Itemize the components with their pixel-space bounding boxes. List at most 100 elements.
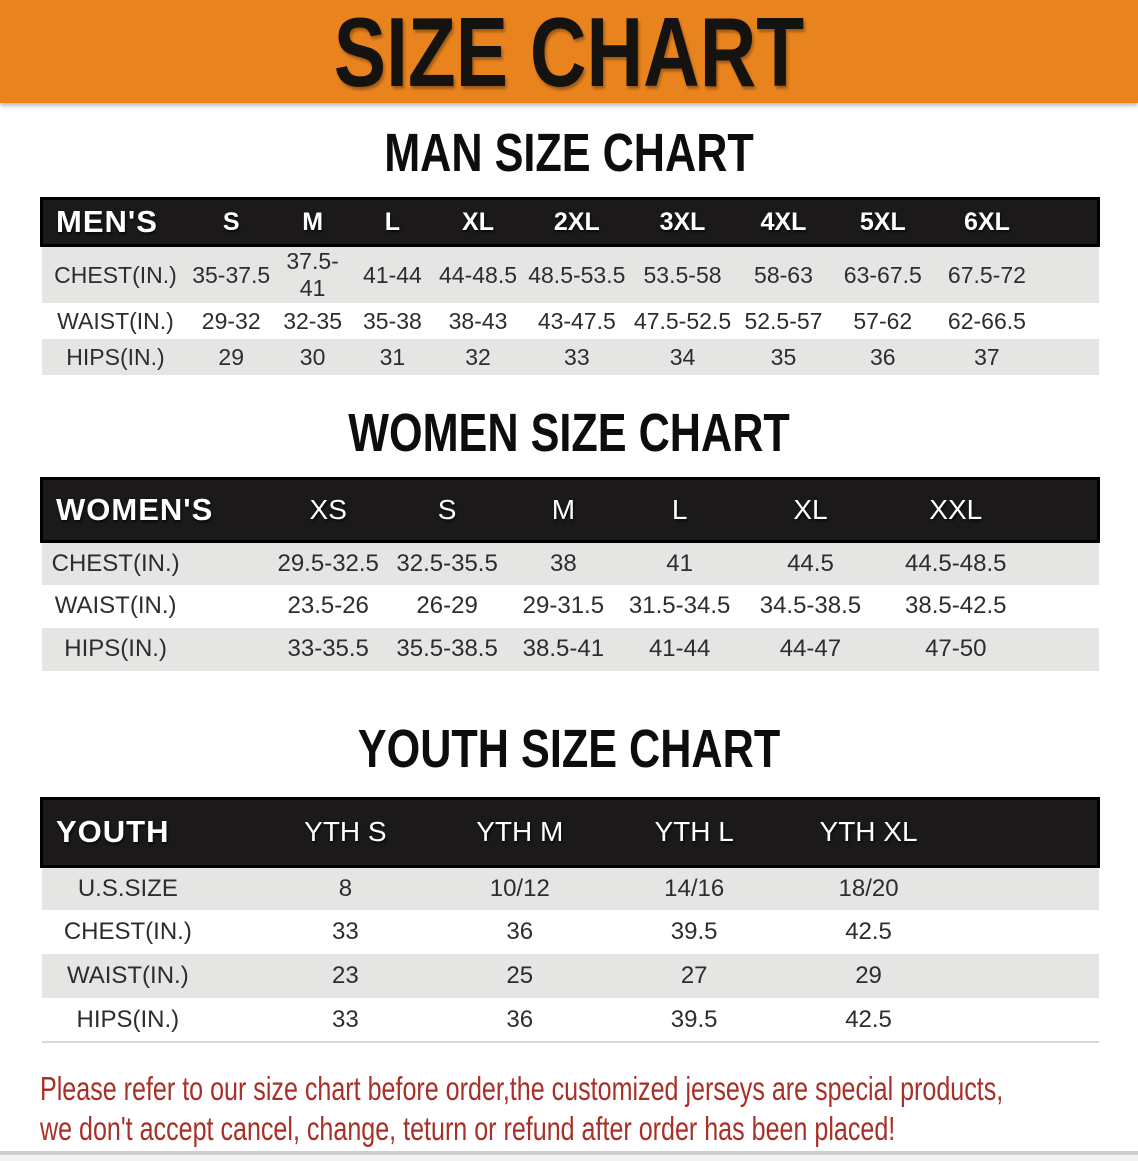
women-size-col: S (387, 477, 507, 543)
men-size-col: 3XL (630, 197, 735, 247)
cell: 25 (506, 962, 534, 989)
women-size-col: XS (268, 477, 388, 543)
cell: 47-50 (925, 635, 987, 662)
women-hips-row: HIPS(IN.) 33-35.5 35.5-38.5 38.5-41 41-4… (41, 627, 1099, 671)
men-size-col: 6XL (933, 197, 1041, 247)
cell: 31 (379, 343, 406, 370)
cell: 35-37.5 (189, 244, 273, 303)
cell: 44-47 (779, 635, 842, 662)
cell: 39.5 (670, 918, 718, 945)
women-table-header-row: WOMEN'S XS S M L XL XXL (39, 477, 1100, 543)
youth-size-col: YTH S (258, 796, 433, 868)
cell: 41-44 (648, 635, 711, 662)
men-size-table: MEN'S S M L XL 2XL 3XL 4XL 5XL 6XL CHEST… (40, 197, 1101, 375)
banner-title: SIZE CHART (333, 0, 805, 107)
men-chest-row: CHEST(IN.) 35-37.5 37.5-41 41-44 44-48.5… (41, 244, 1099, 303)
cell: 36 (870, 343, 896, 370)
cell: 37 (974, 343, 1000, 370)
cell: 36 (432, 998, 607, 1043)
spacer-cell (955, 998, 1099, 1043)
spacer-cell (1040, 197, 1101, 247)
cell: 23 (332, 962, 359, 989)
cell: 29-31.5 (522, 592, 605, 619)
women-size-col: XL (739, 477, 882, 543)
cell: 31.5-34.5 (628, 592, 731, 619)
spacer-cell (1029, 540, 1099, 585)
row-label: HIPS(IN.) (41, 998, 259, 1043)
cell: 32 (465, 343, 491, 370)
cell: 47.5-52.5 (633, 307, 732, 334)
youth-size-col: YTH XL (781, 796, 956, 868)
cell: 33 (332, 918, 359, 945)
youth-chest-row: CHEST(IN.) 33 36 39.5 42.5 (41, 910, 1099, 954)
men-size-col: M (272, 197, 353, 247)
women-row-header: WOMEN'S (39, 477, 269, 543)
bottom-fade (0, 1155, 1138, 1161)
cell: 18/20 (781, 865, 956, 910)
youth-size-table: YOUTH YTH S YTH M YTH L YTH XL U.S.SIZE … (40, 796, 1100, 1043)
spacer-cell (956, 910, 1099, 954)
cell: 38.5-42.5 (905, 592, 1007, 619)
women-size-col: XXL (881, 477, 1030, 543)
women-waist-row: WAIST(IN.) 23.5-26 26-29 29-31.5 31.5-34… (41, 584, 1099, 628)
youth-table-header-row: YOUTH YTH S YTH M YTH L YTH XL (40, 796, 1100, 868)
cell: 38.5-41 (522, 635, 605, 662)
row-label: CHEST(IN.) (41, 244, 190, 303)
cell: 38-43 (448, 307, 508, 334)
women-size-col: L (620, 477, 740, 543)
cell: 38 (506, 540, 621, 585)
cell: 14/16 (606, 865, 782, 910)
cell: 35 (770, 343, 797, 370)
cell: 33 (258, 998, 433, 1043)
cell: 42.5 (845, 918, 892, 945)
spacer-cell (955, 796, 1100, 868)
cell: 67.5-72 (933, 244, 1041, 303)
men-size-col: XL (432, 197, 524, 247)
cell: 8 (258, 865, 433, 910)
cell: 58-63 (734, 244, 833, 303)
women-section-heading: WOMEN SIZE CHART (0, 406, 1138, 460)
women-size-table: WOMEN'S XS S M L XL XXL CHEST(IN.) 29.5-… (39, 477, 1100, 671)
men-hips-row: HIPS(IN.) 29 30 31 32 33 34 35 36 37 (41, 339, 1099, 375)
youth-section-heading: YOUTH SIZE CHART (0, 722, 1138, 776)
cell: 52.5-57 (744, 307, 823, 334)
men-size-col: 4XL (734, 197, 833, 247)
women-chest-row: CHEST(IN.) 29.5-32.5 32.5-35.5 38 41 44.… (41, 540, 1099, 585)
cell: 29.5-32.5 (268, 540, 388, 585)
row-label: WAIST(IN.) (54, 592, 177, 619)
cell: 29-32 (201, 307, 261, 334)
cell: 44.5-48.5 (881, 540, 1030, 585)
cell: 32.5-35.5 (387, 540, 507, 585)
disclaimer-note: Please refer to our size chart before or… (40, 1069, 1138, 1149)
women-size-col: M (506, 477, 621, 543)
cell: 35-38 (362, 307, 422, 334)
men-waist-row: WAIST(IN.) 29-32 32-35 35-38 38-43 43-47… (41, 303, 1099, 339)
cell: 32-35 (283, 307, 343, 334)
cell: 23.5-26 (287, 592, 369, 619)
spacer-cell (1040, 339, 1098, 375)
cell: 33-35.5 (287, 635, 369, 662)
cell: 41 (620, 540, 740, 585)
row-label: HIPS(IN.) (66, 343, 165, 370)
cell: 26-29 (416, 592, 478, 619)
row-label: CHEST(IN.) (41, 540, 269, 585)
cell: 34 (669, 343, 696, 370)
cell: 30 (299, 343, 326, 370)
youth-size-col: YTH L (606, 796, 782, 868)
spacer-cell (1030, 628, 1099, 671)
cell: 29 (218, 343, 245, 370)
cell: 53.5-58 (630, 244, 735, 303)
cell: 27 (680, 962, 708, 989)
cell: 34.5-38.5 (759, 592, 862, 619)
spacer-cell (1030, 585, 1099, 628)
row-label: WAIST(IN.) (66, 962, 189, 989)
spacer-cell (1040, 303, 1098, 339)
cell: 39.5 (606, 998, 782, 1043)
row-label: CHEST(IN.) (63, 918, 192, 945)
youth-ussize-row: U.S.SIZE 8 10/12 14/16 18/20 (41, 865, 1099, 910)
cell: 43-47.5 (537, 307, 616, 334)
men-size-col: L (352, 197, 433, 247)
youth-hips-row: HIPS(IN.) 33 36 39.5 42.5 (41, 998, 1099, 1043)
size-chart-banner: SIZE CHART (0, 0, 1138, 103)
disclaimer-line-1-text: Please refer to our size chart before or… (40, 1070, 1004, 1107)
